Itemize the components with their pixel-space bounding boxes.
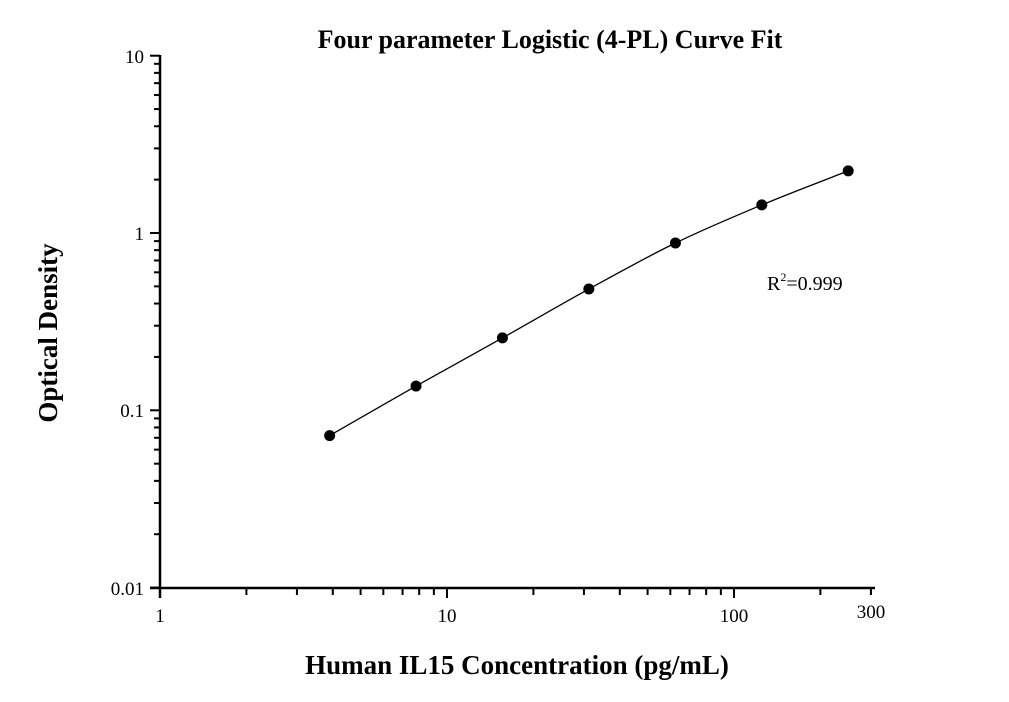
data-points [324,165,854,442]
data-point [496,332,508,344]
data-point [410,380,422,392]
y-tick-label-0.1: 0.1 [120,401,144,422]
x-axis-ticks [159,588,872,598]
data-point [324,430,336,442]
data-point [669,237,681,249]
y-axis-label: Optical Density [33,243,63,423]
r-squared-value: =0.999 [786,273,842,295]
r-squared-base: R [767,273,781,295]
x-tick-label-300: 300 [857,602,886,623]
x-tick-label-10: 10 [438,606,457,627]
x-axis-label: Human IL15 Concentration (pg/mL) [305,650,729,680]
y-tick-label-10: 10 [125,47,144,68]
data-point [756,199,768,211]
fit-curve [329,170,849,437]
axes [150,54,875,598]
x-tick-label-100: 100 [720,606,749,627]
data-point [842,165,854,177]
r-squared-superscript: 2 [780,270,786,284]
chart-title: Four parameter Logistic (4-PL) Curve Fit [318,25,783,54]
x-tick-label-1: 1 [155,606,165,627]
data-point [583,283,595,295]
r-squared-annotation: R2=0.999 [767,270,843,295]
y-tick-label-1: 1 [135,224,145,245]
y-axis-ticks [150,54,160,589]
y-tick-label-0.01: 0.01 [111,579,144,600]
